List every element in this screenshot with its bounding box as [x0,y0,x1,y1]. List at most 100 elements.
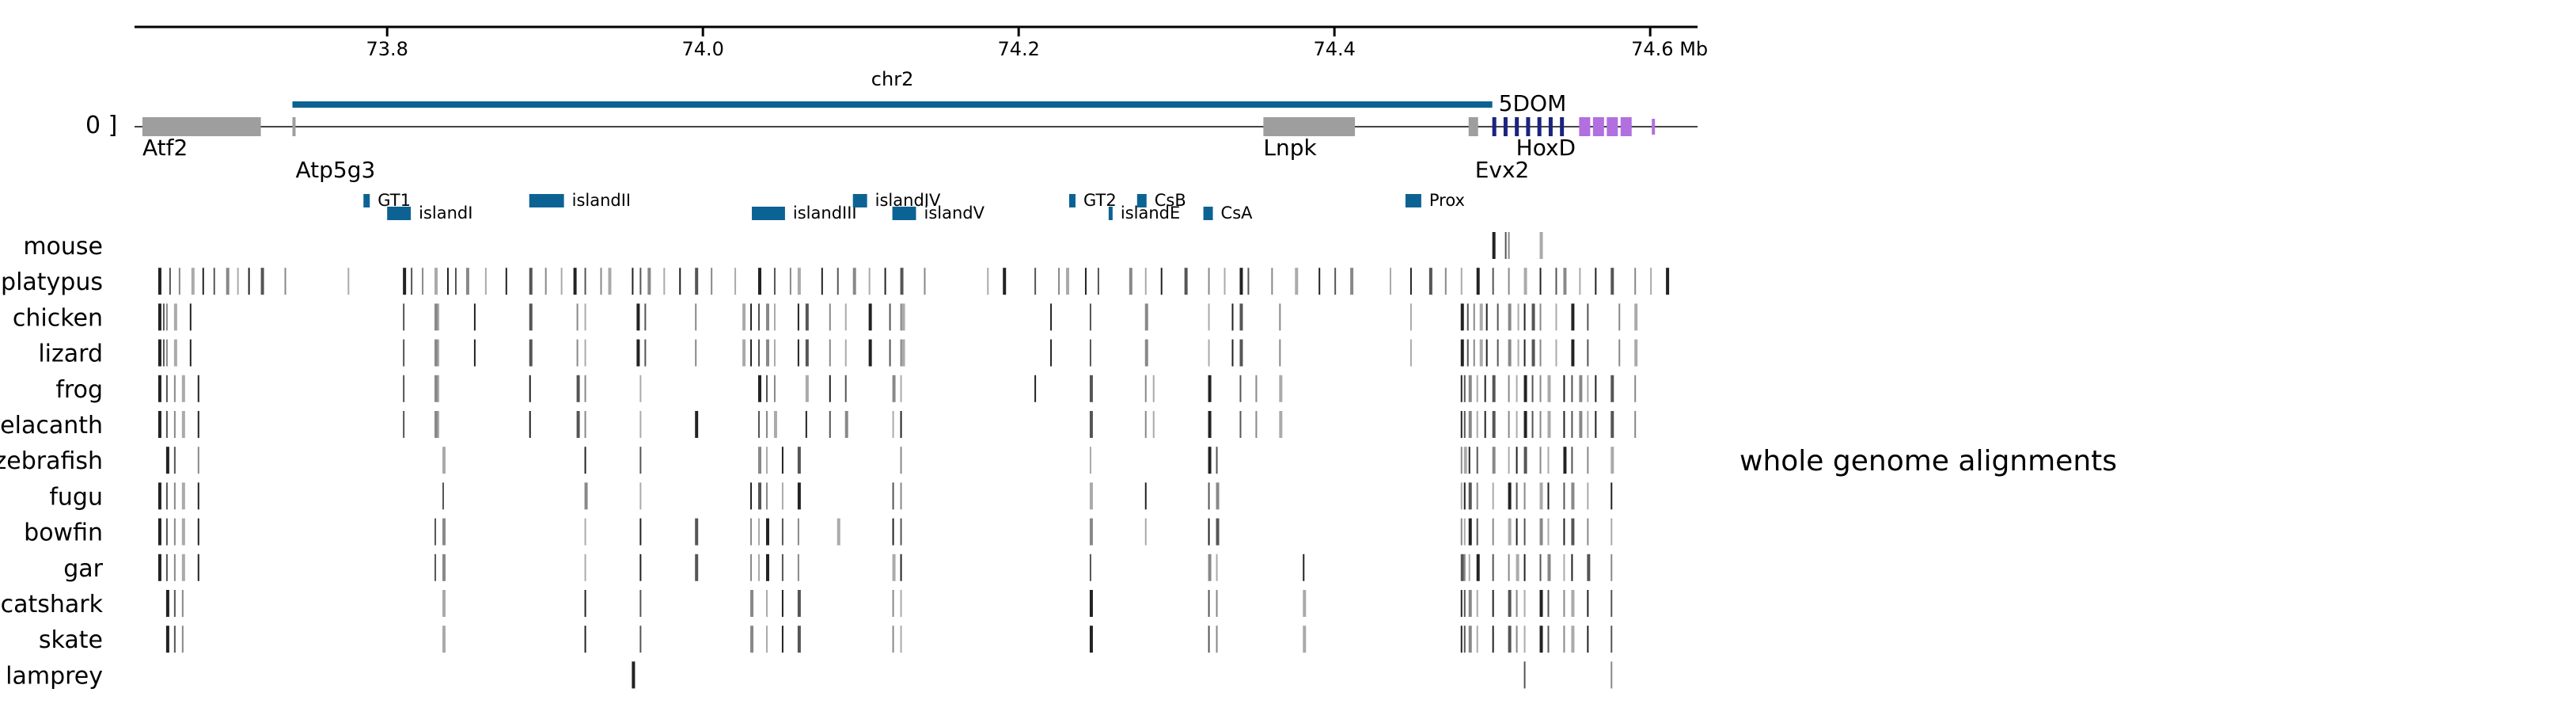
alignment-block [197,554,199,581]
alignment-block [892,482,894,510]
alignment-block [505,268,507,295]
alignment-block [1409,339,1412,367]
alignment-block [901,303,905,331]
alignment-block [663,268,666,295]
alignment-block [1034,268,1037,295]
alignment-block [1089,554,1091,581]
alignment-block [789,268,791,295]
alignment-block [454,268,457,295]
alignment-block [647,268,651,295]
alignment-block [695,518,699,546]
alignment-block [1466,303,1469,331]
alignment-block [1350,268,1354,295]
alignment-block [1547,626,1550,653]
alignment-block [173,482,176,510]
alignment-block [1587,590,1589,617]
alignment-block [157,303,161,331]
alignment-block [1208,268,1210,295]
alignment-block [1508,303,1512,331]
alignment-block [1497,303,1499,331]
alignment-block [584,447,586,474]
alignment-block [1516,447,1518,474]
alignment-block [438,303,440,331]
alignment-block [1531,375,1534,402]
alignment-block [1587,554,1591,581]
alignment-block [1531,303,1535,331]
alignment-block [442,518,446,546]
alignment-block [157,518,161,546]
alignment-block [260,268,264,295]
gene-block [142,117,261,136]
alignment-block [1555,339,1557,367]
alignment-block [1129,268,1132,295]
alignment-block [165,375,168,402]
alignment-block [584,303,586,331]
alignment-block [1610,661,1613,689]
alignment-block [165,303,168,331]
alignment-block [584,590,586,617]
alignment-block [1460,482,1463,510]
alignment-block [1279,411,1283,438]
alignment-block [900,554,902,581]
alignment-block [695,554,699,581]
alignment-block [639,268,642,295]
alignment-block [1144,268,1147,295]
alignment-block [434,375,438,402]
alignment-block [1508,447,1510,474]
alignment-block [181,518,185,546]
alignment-block [639,482,642,510]
alignment-block [1571,375,1573,402]
alignment-block [165,626,169,653]
species-label: catshark [1,591,104,618]
alignment-block [695,411,699,438]
alignment-block [1516,375,1518,402]
alignment-block [1531,411,1534,438]
alignment-block [1208,590,1210,617]
alignment-block [765,518,769,546]
alignment-block [178,268,180,295]
alignment-block [797,626,801,653]
alignment-block [1208,518,1210,546]
alignment-block [473,303,476,331]
alignment-block [1610,411,1614,438]
alignment-block [181,411,185,438]
alignment-block [1089,339,1091,367]
alignment-block [1295,268,1299,295]
alignment-block [1523,411,1527,438]
alignment-block [1144,411,1147,438]
alignment-block [1460,626,1463,653]
alignment-block [1547,447,1550,474]
alignment-block [900,482,902,510]
alignment-block [173,375,176,402]
alignment-block [529,375,531,402]
alignment-block [1587,447,1589,474]
alignment-block [1484,375,1486,402]
alignment-block [900,626,902,653]
alignment-block [1523,375,1527,402]
alignment-block [173,303,177,331]
regulatory-element-label: islandI [419,204,472,223]
regulatory-element [1108,207,1113,220]
gene-block [1537,117,1542,136]
regulatory-element-label: CsB [1155,191,1186,210]
alignment-block [1517,339,1519,367]
alignment-block [1231,303,1234,331]
alignment-block [1523,518,1526,546]
regulatory-element-label: islandII [572,191,632,210]
species-label: skate [39,626,103,654]
alignment-block [1610,268,1614,295]
alignment-track-label: whole genome alignments [1739,445,2118,477]
gene-block [1515,117,1519,136]
alignment-block [1184,268,1188,295]
alignment-block [1618,303,1621,331]
alignment-block [892,590,894,617]
alignment-block [403,339,405,367]
alignment-block [1523,590,1526,617]
alignment-block [1563,590,1565,617]
alignment-block [1539,447,1542,474]
alignment-block [1089,303,1091,331]
alignment-block [900,303,902,331]
alignment-block [868,268,871,295]
alignment-block [584,339,586,367]
alignment-block [1034,375,1037,402]
